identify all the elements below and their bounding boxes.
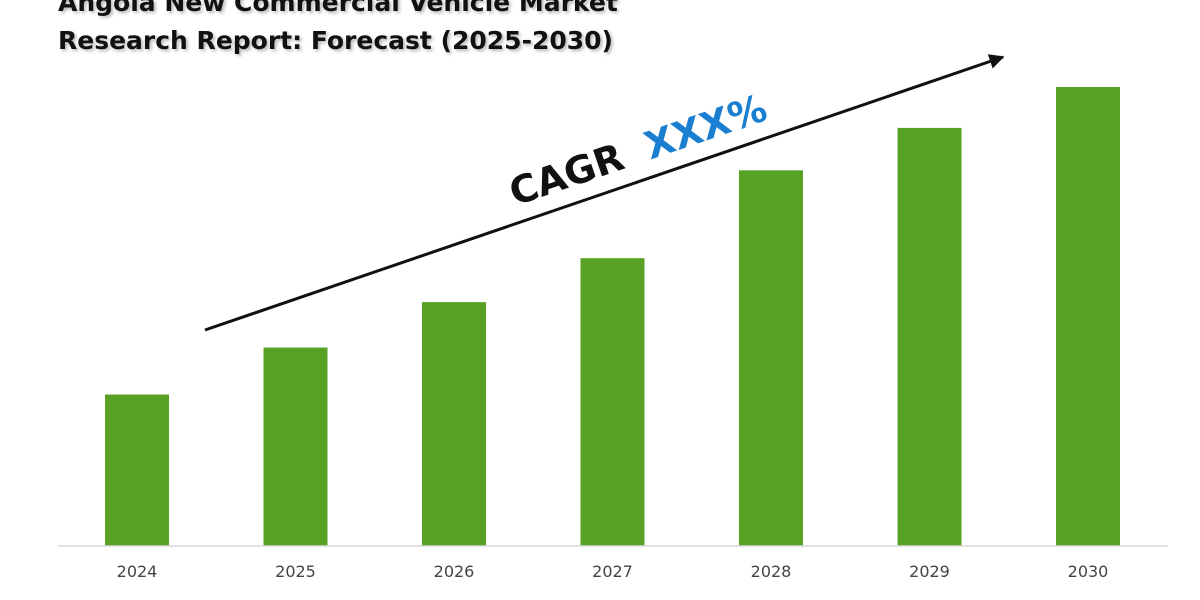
bar-2028 <box>739 170 803 546</box>
x-tick-label-2028: 2028 <box>751 562 792 581</box>
chart-title-line-1: Angola New Commercial Vehicle Market <box>58 0 618 17</box>
x-tick-label-2027: 2027 <box>592 562 633 581</box>
bar-2025 <box>263 347 328 546</box>
x-tick-label-2024: 2024 <box>117 562 158 581</box>
bar-2024 <box>105 394 169 546</box>
x-tick-label-2029: 2029 <box>909 562 950 581</box>
chart-title-line-2: Research Report: Forecast (2025-2030) <box>58 26 613 55</box>
bar-2027 <box>580 258 645 546</box>
cagr-value: XXX% <box>639 86 772 168</box>
bar-2026 <box>422 302 486 546</box>
x-tick-labels: 2024 2025 2026 2027 2028 2029 2030 <box>117 562 1109 581</box>
cagr-trend-arrow <box>204 54 1005 332</box>
bars-group <box>105 87 1120 546</box>
bar-2030 <box>1056 87 1120 546</box>
bar-2029 <box>897 127 962 546</box>
chart-title: Angola New Commercial Vehicle Market Res… <box>58 0 618 60</box>
x-tick-label-2025: 2025 <box>275 562 316 581</box>
cagr-prefix: CAGR <box>504 135 630 215</box>
x-tick-label-2026: 2026 <box>434 562 475 581</box>
x-tick-label-2030: 2030 <box>1068 562 1109 581</box>
